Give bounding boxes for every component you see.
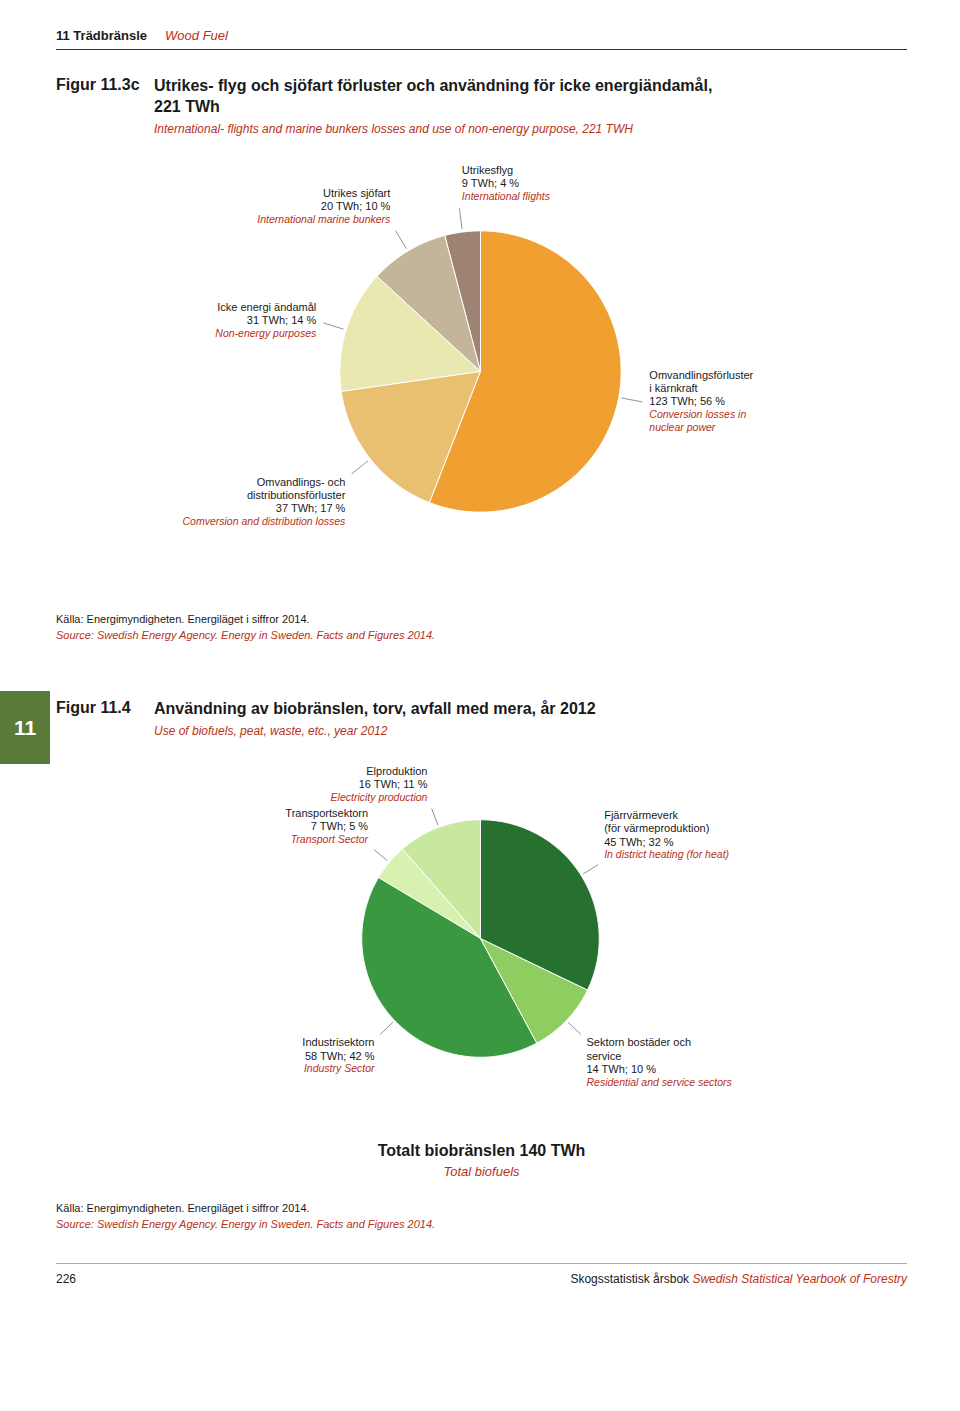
html-text:Figur 11.4: Figur 11.4 (56, 699, 131, 717)
html-text:Källa: Energimyndigheten. Ener: Källa: Energimyndigheten. Energiläget i … (56, 1202, 310, 1215)
html-text:11 Trädbränsle: 11 Trädbränsle (56, 28, 148, 43)
svg-text:In district heating (for heat): In district heating (for heat) (604, 849, 729, 861)
svg-text:International flights: International flights (462, 189, 551, 201)
svg-text:Utrikes sjöfart20 TWh; 10 %: Utrikes sjöfart20 TWh; 10 % (321, 186, 391, 211)
html-text:Use of biofuels, peat, waste,: Use of biofuels, peat, waste, etc., year… (154, 724, 388, 739)
svg-text:International marine bunkers: International marine bunkers (257, 212, 391, 224)
html-text:11: 11 (13, 716, 37, 739)
html-text:Wood Fuel: Wood Fuel (165, 28, 228, 43)
html-text:Source: Swedish Energy Agency.: Source: Swedish Energy Agency. Energy in… (56, 1218, 436, 1231)
svg-text:Transport Sector: Transport Sector (291, 833, 369, 845)
svg-text:Conversion losses innuclear po: Conversion losses innuclear power (649, 408, 746, 433)
svg-text:Residential and service sector: Residential and service sectors (586, 1076, 732, 1088)
html-text:Source: Swedish Energy Agency.: Source: Swedish Energy Agency. Energy in… (56, 628, 436, 641)
svg-text:Omvandlings- ochdistributionsf: Omvandlings- ochdistributionsförluster37… (247, 475, 346, 513)
svg-text:Non-energy purposes: Non-energy purposes (215, 327, 317, 339)
svg-text:Electricity production: Electricity production (331, 791, 428, 803)
html-text:Skogsstatistisk årsbok Swedish: Skogsstatistisk årsbok Swedish Statistic… (570, 1272, 907, 1287)
html-text:International- flights and mar: International- flights and marine bunker… (154, 121, 633, 136)
svg-text:Fjärrvärmeverk(för värmeproduk: Fjärrvärmeverk(för värmeproduktion)45 TW… (604, 810, 709, 848)
html-text:Figur 11.3c: Figur 11.3c (56, 76, 140, 93)
svg-text:Industry Sector: Industry Sector (304, 1063, 375, 1075)
html-text:Användning av biobränslen, tor: Användning av biobränslen, torv, avfall … (154, 700, 596, 718)
html-text:Utrikes- flyg och sjöfart förl: Utrikes- flyg och sjöfart förluster och … (154, 77, 713, 115)
html-text:Total biofuels: Total biofuels (443, 1164, 520, 1180)
svg-text:Elproduktion16 TWh; 11 %: Elproduktion16 TWh; 11 % (359, 765, 428, 790)
html-text:Totalt biobränslen 140 TWh: Totalt biobränslen 140 TWh (377, 1142, 586, 1160)
html-text:Källa: Energimyndigheten. Ener: Källa: Energimyndigheten. Energiläget i … (56, 612, 310, 625)
svg-text:Omvandlingsförlusteri kärnkraf: Omvandlingsförlusteri kärnkraft123 TWh; … (649, 369, 753, 407)
svg-text:Sektorn bostäder ochservice14: Sektorn bostäder ochservice14 TWh; 10 % (586, 1037, 691, 1075)
html-text:226: 226 (56, 1272, 76, 1287)
svg-text:Comversion and distribution lo: Comversion and distribution losses (183, 515, 347, 527)
svg-text:Icke energi ändamål31 TWh; 14: Icke energi ändamål31 TWh; 14 % (217, 301, 316, 326)
svg-text:Industrisektorn58 TWh; 42 %: Industrisektorn58 TWh; 42 % (302, 1037, 374, 1062)
svg-text:Utrikesflyg9 TWh; 4 %: Utrikesflyg9 TWh; 4 % (462, 164, 519, 189)
svg-text:Transportsektorn7 TWh; 5 %: Transportsektorn7 TWh; 5 % (285, 807, 368, 832)
